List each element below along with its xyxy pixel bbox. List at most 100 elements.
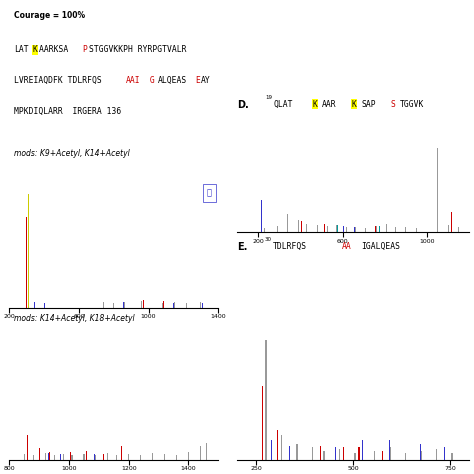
Bar [420, 444, 421, 460]
Bar [70, 452, 71, 460]
Bar [200, 446, 201, 460]
Text: P: P [82, 46, 87, 55]
Bar [261, 201, 262, 232]
Bar [140, 455, 141, 460]
Bar [103, 454, 104, 460]
Bar [405, 453, 406, 460]
Bar [176, 455, 177, 460]
Text: SAP: SAP [361, 100, 376, 109]
Bar [124, 302, 125, 308]
Bar [277, 226, 278, 232]
Text: ALQEAS: ALQEAS [157, 76, 187, 85]
Bar [94, 454, 95, 460]
Bar [354, 453, 356, 460]
Text: G: G [145, 76, 155, 85]
Bar [405, 228, 406, 232]
Text: K: K [312, 100, 317, 109]
Text: AA: AA [341, 242, 351, 251]
Text: AAI: AAI [126, 76, 141, 85]
Bar [335, 447, 336, 460]
Text: 30: 30 [265, 237, 272, 242]
Bar [54, 455, 55, 460]
Bar [174, 302, 175, 308]
Bar [374, 451, 375, 460]
Text: K: K [351, 100, 356, 109]
Bar [173, 303, 174, 308]
Bar [444, 447, 445, 460]
Bar [389, 440, 391, 460]
Bar [121, 446, 122, 460]
Bar [306, 224, 307, 232]
Bar [141, 301, 142, 308]
Bar [28, 255, 29, 308]
Bar [265, 340, 267, 460]
Bar [323, 451, 325, 460]
Bar [48, 453, 49, 460]
Bar [27, 194, 28, 308]
Bar [395, 228, 396, 232]
Bar [152, 453, 153, 460]
Text: QLAT: QLAT [273, 100, 293, 109]
Bar [437, 148, 438, 232]
Bar [83, 454, 84, 460]
Text: Courage = 100%: Courage = 100% [14, 11, 85, 20]
Bar [289, 446, 290, 460]
Bar [95, 455, 97, 460]
Bar [107, 453, 109, 460]
Bar [339, 449, 340, 460]
Bar [355, 228, 356, 232]
Bar [27, 435, 28, 460]
Bar [336, 225, 337, 232]
Bar [343, 226, 344, 232]
Text: AAR: AAR [322, 100, 337, 109]
Text: LVREIAQDFK TDLRFQS: LVREIAQDFK TDLRFQS [14, 76, 101, 85]
Bar [281, 435, 283, 460]
Bar [296, 444, 298, 460]
Bar [451, 453, 453, 460]
Text: AARKSA: AARKSA [39, 46, 73, 55]
Text: STGGVKKPH RYRPGTVALR: STGGVKKPH RYRPGTVALR [89, 46, 186, 55]
Text: ⌕: ⌕ [207, 189, 212, 198]
Bar [436, 449, 437, 460]
Bar [39, 448, 40, 460]
Bar [49, 452, 50, 460]
Bar [186, 303, 187, 308]
Bar [271, 440, 273, 460]
Bar [362, 440, 364, 460]
Bar [33, 455, 34, 460]
Bar [202, 303, 203, 308]
Bar [60, 454, 61, 460]
Bar [188, 452, 189, 460]
Bar [365, 228, 366, 232]
Bar [298, 220, 299, 232]
Bar [163, 301, 164, 308]
Bar [262, 386, 263, 460]
Bar [420, 451, 422, 460]
Bar [458, 228, 459, 232]
Text: TDLRFQS: TDLRFQS [273, 242, 307, 251]
Bar [301, 221, 302, 232]
Bar [319, 446, 321, 460]
Text: D.: D. [237, 100, 249, 110]
Bar [26, 217, 27, 308]
Bar [354, 228, 355, 232]
Bar [45, 453, 46, 460]
Text: 19: 19 [265, 95, 272, 100]
Bar [164, 454, 165, 460]
Bar [113, 303, 114, 308]
Text: K: K [32, 46, 37, 55]
Bar [446, 216, 447, 232]
Bar [287, 214, 288, 232]
Bar [382, 451, 383, 460]
Bar [72, 455, 73, 460]
Bar [389, 447, 391, 460]
Bar [63, 454, 64, 460]
Bar [427, 226, 428, 232]
Bar [143, 300, 144, 308]
Bar [346, 228, 347, 232]
Bar [451, 212, 452, 232]
Text: IGALQEAS: IGALQEAS [361, 242, 400, 251]
Text: MPKDIQLARR  IRGERA 136: MPKDIQLARR IRGERA 136 [14, 107, 121, 116]
Bar [86, 451, 87, 460]
Bar [317, 225, 318, 232]
